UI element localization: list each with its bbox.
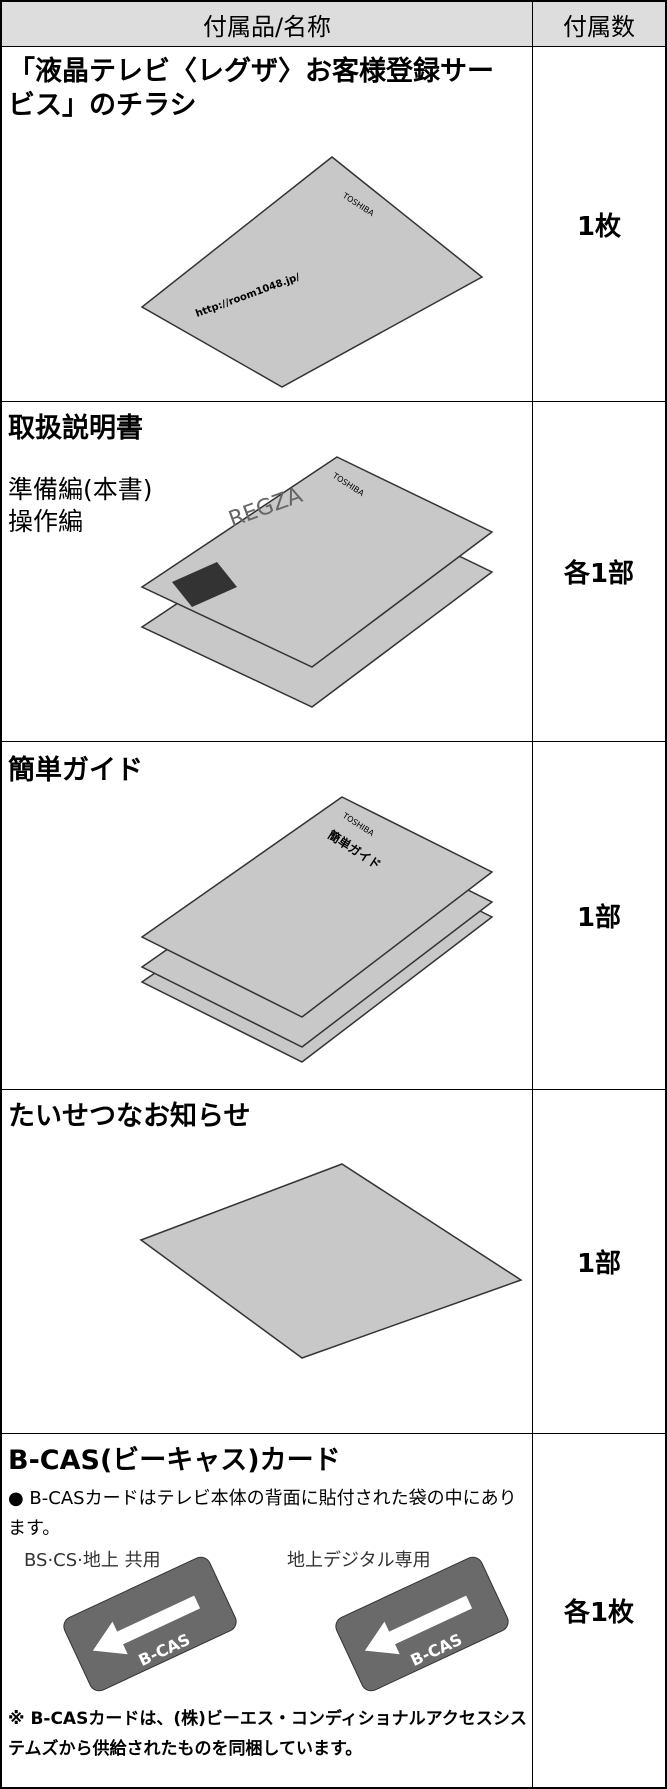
- manual-illustration: TOSHIBA REGZA: [140, 456, 494, 708]
- item-name: たいせつなお知らせ: [8, 1101, 251, 1132]
- item-name: 簡単ガイド: [8, 755, 143, 786]
- count-cell: 1部: [532, 741, 667, 1090]
- row-cell: 取扱説明書 準備編(本書) 操作編 TOSHIBA REGZA: [0, 401, 533, 742]
- header-cell: 付属数: [532, 0, 667, 47]
- count-cell: 1部: [532, 1089, 667, 1434]
- row-cell: 「液晶テレビ〈レグザ〉お客様登録サービス」のチラシ TOSHIBA http:/…: [0, 46, 533, 402]
- count-cell: 各1部: [532, 401, 667, 742]
- card-illustration: B-CAS B-CAS: [63, 1556, 509, 1692]
- guide-illustration: TOSHIBA 簡単ガイド: [140, 796, 494, 1063]
- item-note: ● B-CASカードはテレビ本体の背面に貼付された袋の中にあります。: [8, 1488, 517, 1539]
- row-cell: 簡単ガイド TOSHIBA 簡単ガイド: [0, 741, 533, 1090]
- row-cell: B-CAS(ビーキャス)カード ● B-CASカードはテレビ本体の背面に貼付され…: [0, 1433, 533, 1789]
- header-cell: 付属品/名称: [0, 0, 533, 47]
- item-name: B-CAS(ビーキャス)カード: [8, 1445, 341, 1476]
- item-name: 「液晶テレビ〈レグザ〉お客様登録サービス」のチラシ: [8, 56, 494, 121]
- item-name: 取扱説明書: [8, 413, 143, 444]
- notice-illustration: [139, 1163, 523, 1359]
- count-cell: 1枚: [532, 46, 667, 402]
- item-detail: 準備編(本書): [8, 475, 153, 504]
- footnote: ※ B-CASカードは、(株)ビーエス・コンディショナルアクセスシステムズから供…: [8, 1709, 527, 1759]
- card-label: 地上デジタル専用: [287, 1550, 431, 1571]
- row-cell: たいせつなお知らせ: [0, 1089, 533, 1434]
- flyer-illustration: TOSHIBA http://room1048.jp/: [140, 156, 484, 388]
- item-detail: 操作編: [8, 507, 84, 536]
- count-cell: 各1枚: [532, 1433, 667, 1789]
- card-label: BS·CS·地上 共用: [24, 1550, 161, 1571]
